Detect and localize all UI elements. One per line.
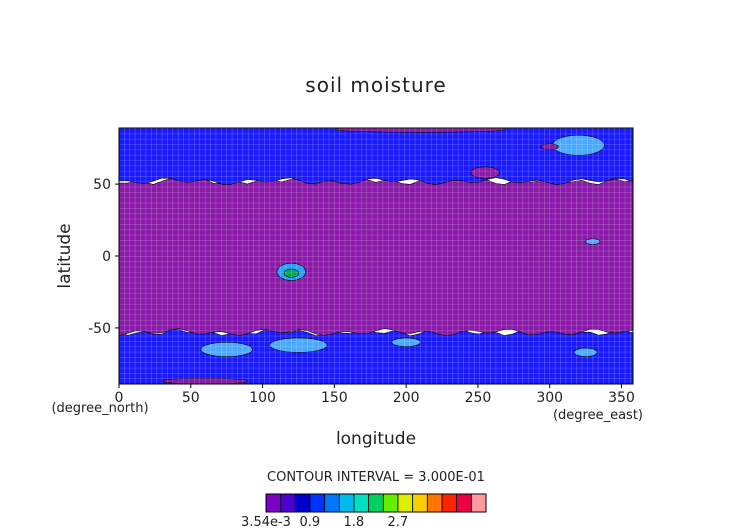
contour-band-0 (119, 328, 633, 384)
colorbar-swatch (309, 493, 326, 513)
x-tick-label: 150 (321, 390, 348, 406)
chart-title: soil moisture (305, 73, 446, 97)
grid-lines (119, 128, 633, 384)
contour-patch-10 (334, 128, 507, 133)
colorbar-swatch (397, 493, 414, 513)
y-tick-label: -50 (88, 321, 111, 337)
contour-patch-3 (269, 337, 328, 353)
contour-interval-text: CONTOUR INTERVAL = 3.000E-01 (267, 470, 485, 485)
colorbar-swatch (294, 493, 311, 513)
colorbar-swatch (368, 493, 384, 513)
contour-band-2 (119, 128, 633, 186)
x-unit-label: (degree_east) (553, 408, 643, 423)
x-axis-ticks: 0 50 100 150 200 250 300 350 (115, 384, 635, 406)
colorbar-swatch (412, 493, 428, 513)
x-tick-label: 350 (608, 390, 635, 406)
colorbar-swatch (265, 493, 282, 513)
contour-patch-1 (283, 268, 299, 278)
x-tick-label: 200 (393, 390, 420, 406)
colorbar-swatch (324, 493, 340, 513)
contour-patch-11 (585, 238, 601, 245)
colorbar-tick-label: 0.9 (299, 515, 320, 530)
contour-patch-5 (573, 347, 598, 357)
contour-patches (161, 128, 605, 384)
colorbar-tick-label: 1.8 (343, 515, 364, 530)
colorbar (265, 493, 487, 513)
colorbar-swatch (470, 493, 487, 513)
colorbar-swatch (456, 493, 472, 513)
contour-patch-8 (540, 143, 559, 150)
colorbar-swatch (280, 493, 296, 513)
contour-patch-2 (200, 341, 253, 357)
x-tick-label: 100 (249, 390, 276, 406)
y-tick-label: 50 (93, 177, 111, 193)
colorbar-frame (265, 493, 487, 513)
x-tick-label: 0 (115, 390, 124, 406)
y-tick-label: 0 (102, 249, 111, 265)
colorbar-labels: 3.54e-3 0.9 1.8 2.7 (241, 515, 408, 530)
x-axis-label: longitude (336, 429, 416, 449)
y-axis-ticks: -50 0 50 (88, 177, 119, 337)
x-tick-label: 250 (465, 390, 492, 406)
plot-area (119, 128, 633, 384)
colorbar-tick-label: 2.7 (387, 515, 408, 530)
contour-patch-4 (391, 337, 421, 347)
colorbar-swatch (426, 493, 443, 513)
y-axis-label: latitude (55, 223, 75, 288)
colorbar-tick-label: 3.54e-3 (241, 515, 291, 530)
contour-patch-7 (470, 166, 500, 179)
contour-patch-9 (161, 377, 249, 384)
x-tick-label: 50 (182, 390, 200, 406)
colorbar-swatch (382, 493, 399, 513)
colorbar-swatch (353, 493, 370, 513)
colorbar-swatch (338, 493, 355, 513)
y-unit-label: (degree_north) (51, 401, 148, 416)
colorbar-swatch (441, 493, 458, 513)
contour-bands (119, 128, 633, 384)
x-tick-label: 300 (536, 390, 563, 406)
contour-band-1 (119, 177, 633, 337)
